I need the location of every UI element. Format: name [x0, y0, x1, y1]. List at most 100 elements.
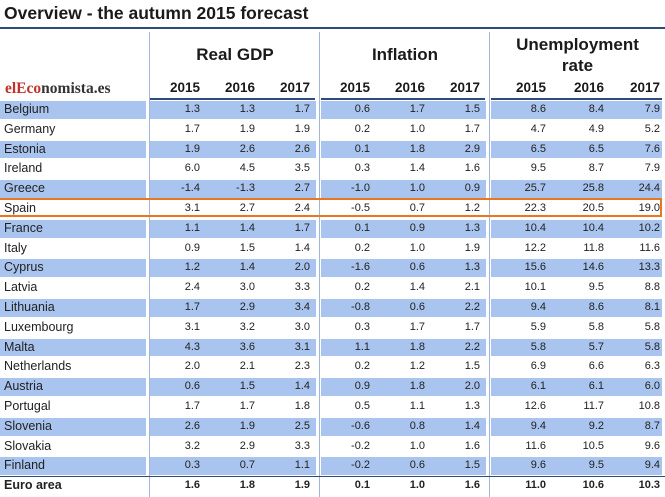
- table-cell: 2.4: [184, 281, 200, 294]
- table-cell: 0.6: [409, 301, 425, 313]
- table-cell: -1.4: [181, 182, 200, 195]
- table-cell: 5.8: [530, 340, 546, 353]
- row-band: [321, 417, 486, 436]
- table-cell: 0.1: [354, 479, 370, 492]
- table-cell: 1.0: [409, 241, 425, 254]
- table-cell: 10.1: [524, 281, 546, 294]
- row-band: [491, 417, 662, 436]
- table-cell: 0.1: [354, 142, 370, 155]
- table-cell: 1.1: [184, 221, 200, 234]
- year-header: 2017: [279, 80, 310, 95]
- table-cell: 14.6: [582, 261, 604, 274]
- table-cell: 1.4: [464, 419, 480, 432]
- group-header-line: rate: [561, 56, 594, 75]
- table-cell: 1.7: [464, 122, 480, 135]
- eleconomista-logo: elEconomista.es: [5, 80, 111, 97]
- table-cell: 0.9: [184, 241, 200, 254]
- table-cell: 15.6: [524, 261, 546, 274]
- table-row: Finland 0.3 0.7 1.1 -0.2 0.6 1.5 9.6 9.5 9.4: [0, 456, 665, 476]
- table-cell: 1.7: [184, 301, 200, 313]
- row-band: [491, 338, 662, 357]
- row-band: [0, 101, 146, 119]
- table-cell: 25.8: [582, 182, 604, 195]
- table-cell: 10.2: [638, 221, 660, 234]
- table-cell: 1.4: [294, 241, 310, 254]
- table-cell: 5.8: [644, 340, 660, 353]
- country-name: Ireland: [4, 161, 43, 176]
- table-cell: 1.0: [409, 122, 425, 135]
- total-rule: [0, 476, 665, 477]
- table-cell: -1.0: [351, 182, 370, 195]
- table-cell: 0.2: [354, 241, 370, 254]
- table-cell: 2.5: [294, 419, 310, 432]
- table-row: Luxembourg 3.1 3.2 3.0 0.3 1.7 1.7 5.9 5.8 5.8: [0, 318, 665, 338]
- table-cell: 2.9: [464, 142, 480, 155]
- table-cell: 3.2: [239, 320, 255, 333]
- table-cell: 1.2: [464, 202, 480, 214]
- table-cell: -0.6: [351, 419, 370, 432]
- row-band: [491, 457, 662, 476]
- table-cell: 10.6: [582, 479, 604, 492]
- table-cell: 10.5: [582, 439, 604, 452]
- table-cell: 1.0: [409, 479, 425, 492]
- row-band: [150, 378, 316, 396]
- table-cell: 1.7: [409, 103, 425, 115]
- country-name: Spain: [4, 201, 36, 215]
- row-band: [321, 299, 486, 317]
- table-cell: 7.9: [644, 162, 660, 175]
- table-cell: 1.8: [239, 479, 255, 492]
- table-cell: 10.4: [582, 221, 604, 234]
- table-cell: 6.3: [644, 360, 660, 373]
- table-cell: 11.7: [583, 400, 604, 412]
- row-band: [321, 140, 486, 159]
- table-row: Italy 0.9 1.5 1.4 0.2 1.0 1.9 12.2 11.8 11.6: [0, 239, 665, 259]
- row-band: [0, 338, 146, 357]
- country-name: Lithuania: [4, 300, 55, 314]
- table-cell: 9.5: [530, 162, 546, 175]
- row-band: [491, 180, 662, 198]
- table-cell: 2.4: [294, 202, 310, 214]
- table-cell: 20.5: [582, 202, 604, 214]
- table-cell: 3.3: [294, 439, 310, 452]
- table-cell: 11.6: [525, 439, 546, 452]
- country-name: Netherlands: [4, 359, 72, 374]
- year-header: 2017: [629, 80, 660, 95]
- row-band: [0, 140, 146, 159]
- table-cell: 1.1: [354, 340, 370, 353]
- table-cell: 3.1: [184, 202, 200, 214]
- table-cell: 1.5: [464, 360, 480, 373]
- table-cell: 9.4: [530, 419, 546, 432]
- table-cell: 1.9: [464, 241, 480, 254]
- table-cell: 6.5: [530, 142, 546, 155]
- table-row: Netherlands 2.0 2.1 2.3 0.2 1.2 1.5 6.9 6.6 6.3: [0, 357, 665, 377]
- table-cell: 0.6: [409, 261, 425, 274]
- column-separator: [149, 32, 150, 497]
- table-cell: -1.3: [236, 182, 255, 195]
- row-band: [0, 259, 146, 278]
- table-cell: 9.6: [644, 439, 660, 452]
- table-cell: 1.6: [464, 479, 480, 492]
- row-band: [0, 180, 146, 198]
- table-cell: 4.5: [239, 162, 255, 175]
- table-cell: 0.9: [354, 380, 370, 393]
- table-cell: 6.6: [588, 360, 604, 373]
- spain-highlight-box: [0, 198, 662, 217]
- table-cell: 1.5: [239, 241, 255, 254]
- table-cell: 1.9: [239, 122, 255, 135]
- page-title: Overview - the autumn 2015 forecast: [4, 3, 309, 23]
- table-cell: 4.3: [184, 340, 200, 353]
- country-name: Greece: [4, 181, 45, 196]
- table-cell: 1.7: [294, 221, 310, 234]
- row-band: [150, 259, 316, 278]
- table-row: Slovenia 2.6 1.9 2.5 -0.6 0.8 1.4 9.4 9.2 8.7: [0, 417, 665, 437]
- table-cell: 5.2: [644, 122, 660, 135]
- year-header: 2015: [515, 80, 546, 95]
- table-cell: 0.1: [354, 221, 370, 234]
- table-cell: 9.5: [588, 459, 604, 472]
- year-header: 2015: [339, 80, 370, 95]
- row-band: [0, 417, 146, 436]
- table-cell: 13.3: [638, 261, 660, 274]
- table-cell: 1.3: [464, 261, 480, 274]
- table-cell: 1.2: [409, 360, 425, 373]
- table-row: Austria 0.6 1.5 1.4 0.9 1.8 2.0 6.1 6.1 6.0: [0, 377, 665, 397]
